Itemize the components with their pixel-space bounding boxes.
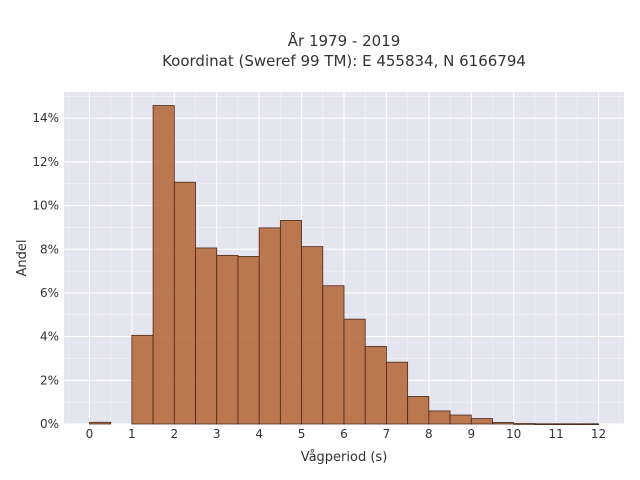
histogram-bar <box>195 247 218 425</box>
x-tick-label: 9 <box>467 427 475 441</box>
histogram-bar <box>449 414 472 425</box>
y-tick-label: 8% <box>40 242 59 256</box>
chart-title-line-1: År 1979 - 2019 <box>288 31 401 50</box>
histogram-bar <box>534 423 557 425</box>
x-tick-label: 0 <box>86 427 94 441</box>
x-tick-label: 4 <box>255 427 263 441</box>
x-tick-label: 10 <box>506 427 521 441</box>
y-tick-label: 10% <box>32 199 59 213</box>
histogram-bar <box>386 361 409 425</box>
chart-title-line-2: Koordinat (Sweref 99 TM): E 455834, N 61… <box>162 52 526 70</box>
histogram-bar <box>89 421 112 425</box>
x-tick-label: 2 <box>170 427 178 441</box>
histogram-bar <box>258 227 281 425</box>
histogram-bar <box>407 396 430 425</box>
histogram-bar <box>555 423 578 425</box>
histogram-bar <box>131 334 154 425</box>
histogram-bar <box>301 246 324 425</box>
histogram-bar <box>152 105 175 425</box>
histogram-bar <box>470 418 493 425</box>
y-axis-ticks: 0% 2% 4% 6% 8% 10% 12% 14% <box>32 111 59 431</box>
histogram-bar <box>513 423 536 425</box>
histogram-bar <box>237 256 260 425</box>
x-tick-label: 5 <box>298 427 306 441</box>
x-tick-label: 1 <box>128 427 136 441</box>
histogram-bar <box>576 423 599 425</box>
y-tick-label: 0% <box>40 417 59 431</box>
y-tick-label: 6% <box>40 286 59 300</box>
histogram-bar <box>492 422 515 425</box>
histogram-bar <box>364 346 387 425</box>
histogram-bar <box>428 410 451 425</box>
histogram-bar <box>173 181 196 425</box>
histogram-bar <box>279 220 302 425</box>
y-tick-label: 12% <box>32 155 59 169</box>
y-tick-label: 14% <box>32 111 59 125</box>
x-tick-label: 6 <box>340 427 348 441</box>
y-tick-label: 4% <box>40 330 59 344</box>
bars <box>89 105 599 425</box>
x-axis-ticks: 0 1 2 3 4 5 6 7 8 9 10 11 12 <box>86 427 607 441</box>
histogram-bar <box>343 318 366 425</box>
histogram-bar <box>322 285 345 425</box>
x-tick-label: 11 <box>548 427 563 441</box>
y-axis-label: Andel <box>15 240 30 277</box>
y-tick-label: 2% <box>40 373 59 387</box>
x-tick-label: 8 <box>425 427 433 441</box>
x-tick-label: 3 <box>213 427 221 441</box>
x-tick-label: 12 <box>591 427 606 441</box>
x-tick-label: 7 <box>383 427 391 441</box>
x-axis-label: Vågperiod (s) <box>301 450 388 465</box>
histogram-bar <box>216 254 239 425</box>
